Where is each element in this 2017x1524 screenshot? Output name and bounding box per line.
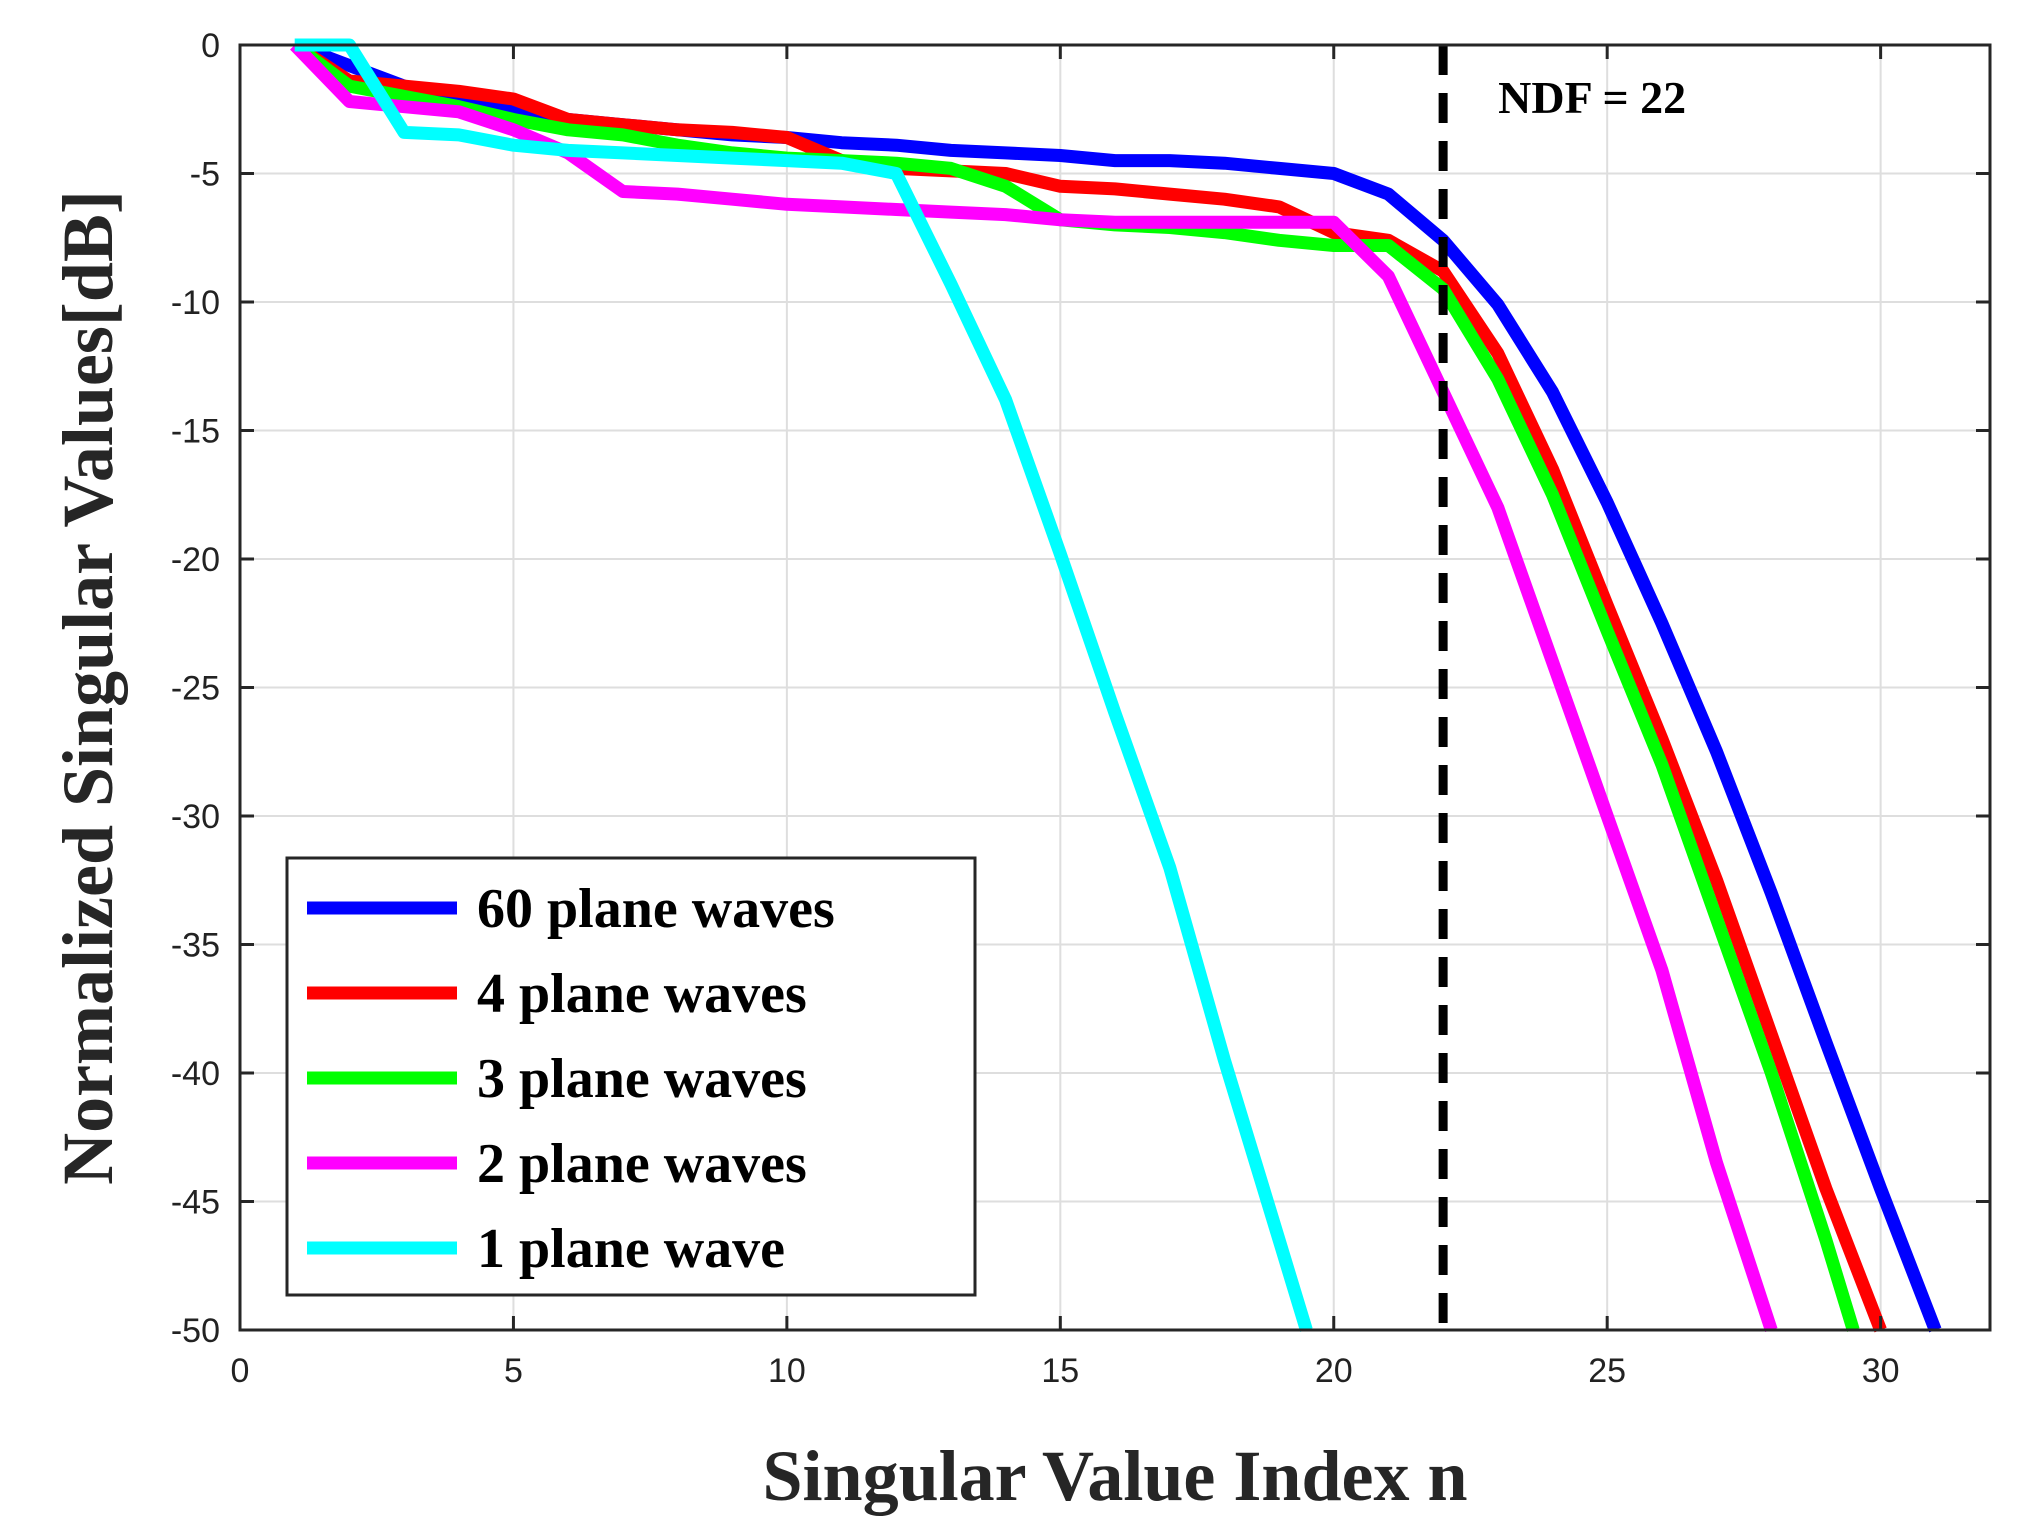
x-tick-label: 25	[1588, 1352, 1626, 1390]
x-tick-label: 10	[768, 1352, 806, 1390]
ndf-annotation: NDF = 22	[1438, 45, 1686, 1330]
legend-label: 2 plane waves	[477, 1133, 807, 1195]
legend: 60 plane waves 4 plane waves 3 plane waves…	[285, 856, 977, 1297]
grid	[240, 45, 1990, 1330]
y-tick-label: -15	[171, 413, 220, 451]
x-tick-label: 20	[1315, 1352, 1353, 1390]
x-tick-label: 15	[1041, 1352, 1079, 1390]
x-tick-label: 5	[504, 1352, 523, 1390]
series-line-1-plane-wave	[294, 38, 1313, 1332]
y-tick-label: -45	[171, 1184, 220, 1222]
x-tick-label: 0	[231, 1352, 250, 1390]
y-tick-label: -35	[171, 927, 220, 965]
y-tick-label: -5	[190, 156, 220, 194]
y-tick-label: -20	[171, 541, 220, 579]
y-tick-label: -10	[171, 284, 220, 322]
y-tick-label: -40	[171, 1055, 220, 1093]
y-tick-label: -30	[171, 798, 220, 836]
x-axis-title: Singular Value Index n	[763, 1436, 1468, 1516]
y-tick-label: -25	[171, 670, 220, 708]
legend-label: 1 plane wave	[477, 1218, 785, 1280]
legend-label: 4 plane waves	[477, 963, 807, 1025]
legend-label: 60 plane waves	[477, 878, 835, 940]
y-tick-label: -50	[171, 1312, 220, 1350]
y-axis-title: Normalized Singular Values[dB]	[48, 190, 128, 1185]
series-line-4-plane-waves	[291, 39, 1887, 1333]
ndf-label: NDF = 22	[1498, 72, 1686, 123]
axis-ticks: 0 5 10 15 20 25 30 0 -5 -10 -15 -20 -25 -30 -35 -40 -45 -…	[171, 27, 1990, 1390]
series-lines	[290, 38, 1942, 1333]
x-tick-label: 30	[1862, 1352, 1900, 1390]
y-tick-label: 0	[201, 27, 220, 65]
legend-label: 3 plane waves	[477, 1048, 807, 1110]
